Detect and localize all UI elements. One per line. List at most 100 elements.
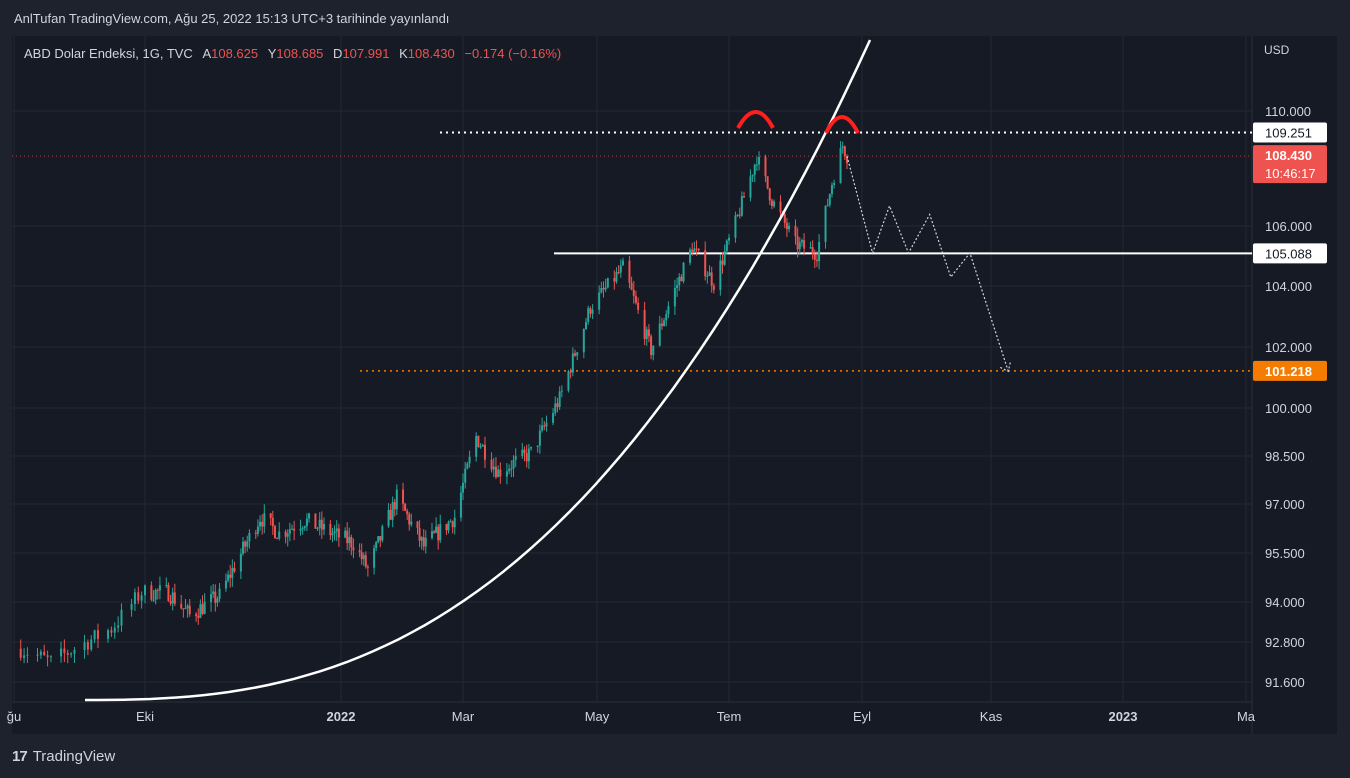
candle-body bbox=[843, 146, 846, 157]
legend-high-label: Y bbox=[267, 46, 277, 61]
candle-body bbox=[477, 436, 480, 447]
candle-body bbox=[841, 146, 844, 149]
candle-body bbox=[254, 532, 257, 534]
candle-body bbox=[373, 548, 376, 568]
candle-body bbox=[182, 608, 185, 610]
candle-body bbox=[514, 456, 517, 460]
candle-body bbox=[422, 537, 425, 547]
candle-body bbox=[73, 649, 76, 654]
candle-body bbox=[783, 213, 786, 223]
candle-body bbox=[26, 654, 29, 656]
candle-body bbox=[362, 555, 365, 560]
candle-body bbox=[468, 456, 471, 464]
price-tick-label: 102.000 bbox=[1265, 340, 1312, 355]
candle-body bbox=[556, 403, 559, 407]
candle-body bbox=[344, 530, 347, 538]
candle-body bbox=[278, 531, 281, 539]
candle-body bbox=[43, 651, 46, 656]
candle-body bbox=[512, 459, 515, 469]
legend-symbol[interactable]: ABD Dolar Endeksi, 1G, TVC bbox=[24, 46, 193, 61]
candle-body bbox=[481, 444, 484, 447]
candle-body bbox=[244, 541, 247, 547]
footer: 17 TradingView bbox=[12, 744, 115, 768]
candle-body bbox=[242, 541, 244, 554]
candle-body bbox=[650, 336, 653, 356]
candle-body bbox=[391, 502, 394, 520]
candle-body bbox=[195, 614, 198, 617]
candle-body bbox=[381, 526, 384, 541]
time-tick-label: 2023 bbox=[1109, 709, 1138, 724]
candle-body bbox=[299, 528, 302, 531]
candle-body bbox=[248, 532, 251, 542]
candle-body bbox=[389, 509, 392, 520]
candle-body bbox=[447, 521, 450, 531]
candle-body bbox=[273, 526, 276, 539]
candle-body bbox=[479, 446, 482, 448]
candle-body bbox=[494, 466, 497, 478]
candle-body bbox=[706, 275, 709, 277]
candle-body bbox=[90, 639, 93, 650]
candle-body bbox=[663, 320, 666, 327]
candle-body bbox=[46, 655, 49, 658]
candle-body bbox=[523, 449, 526, 453]
candle-body bbox=[617, 272, 620, 274]
candle-body bbox=[366, 566, 369, 568]
candle-body bbox=[530, 447, 533, 449]
candle-body bbox=[721, 260, 724, 265]
candle-body bbox=[536, 445, 539, 448]
candle-body bbox=[589, 308, 592, 314]
price-marker-last bbox=[1253, 145, 1327, 184]
legend-open-label: A bbox=[202, 46, 212, 61]
candle-body bbox=[736, 214, 739, 216]
candle-body bbox=[643, 309, 646, 340]
candle-body bbox=[788, 225, 791, 230]
candle-body bbox=[276, 538, 279, 540]
double-top-arc-right bbox=[824, 115, 860, 134]
candle-body bbox=[689, 249, 692, 263]
candle-body bbox=[410, 521, 413, 525]
candle-body bbox=[229, 574, 232, 578]
candle-body bbox=[418, 527, 421, 541]
candle-body bbox=[615, 272, 618, 282]
footer-brand: TradingView bbox=[32, 747, 116, 765]
candle-body bbox=[259, 521, 262, 527]
candle-body bbox=[305, 518, 308, 527]
candle-body bbox=[710, 272, 713, 286]
candle-body bbox=[543, 425, 546, 427]
candle-body bbox=[346, 530, 349, 544]
candle-body bbox=[408, 514, 411, 525]
candle-body bbox=[712, 285, 715, 290]
candle-body bbox=[693, 248, 696, 253]
price-marker-label: 108.430 bbox=[1265, 148, 1312, 163]
candle-body bbox=[560, 390, 563, 392]
legend-low-label: D bbox=[333, 46, 343, 61]
candle-body bbox=[695, 248, 698, 250]
legend-change: −0.174 (−0.16%) bbox=[464, 46, 562, 61]
legend-close: 108.430 bbox=[407, 46, 455, 61]
candle-body bbox=[525, 452, 528, 462]
candle-body bbox=[420, 537, 423, 541]
candle-body bbox=[734, 215, 737, 238]
candle-body bbox=[210, 594, 213, 602]
candle-body bbox=[199, 604, 202, 618]
candle-body bbox=[227, 574, 230, 581]
candle-body bbox=[150, 585, 153, 600]
candle-body bbox=[214, 591, 217, 603]
candle-body bbox=[585, 322, 588, 330]
candle-body bbox=[288, 529, 291, 534]
candle-body bbox=[263, 513, 266, 527]
candle-body bbox=[658, 323, 661, 346]
candle-body bbox=[197, 616, 200, 618]
candle-body bbox=[749, 176, 752, 198]
time-tick-label: Eki bbox=[136, 709, 154, 724]
candle-body bbox=[110, 630, 113, 633]
candle-body bbox=[449, 521, 452, 523]
candle-body bbox=[527, 448, 530, 462]
candle-body bbox=[809, 247, 812, 249]
candle-body bbox=[813, 254, 816, 260]
candle-body bbox=[130, 603, 133, 610]
candle-body bbox=[83, 642, 86, 650]
time-tick-label: Kas bbox=[980, 709, 1003, 724]
candle-body bbox=[811, 247, 814, 255]
